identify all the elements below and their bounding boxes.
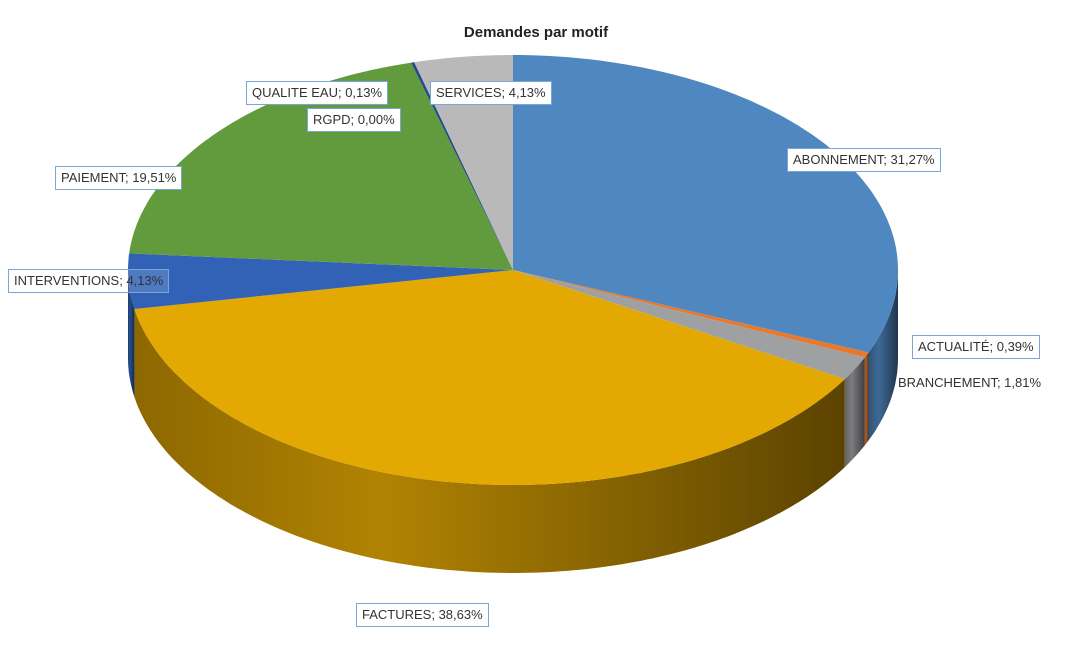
label-branchement: BRANCHEMENT; 1,81% [898,375,1042,390]
label-actualite: ACTUALITÉ; 0,39% [912,335,1040,359]
label-factures: FACTURES; 38,63% [356,603,489,627]
slice-side-branchement [844,357,865,468]
pie-top [128,55,898,485]
slice-side-interventions [128,270,135,397]
slice-side-abonnement [868,270,898,441]
label-qualite-eau: QUALITE EAU; 0,13% [246,81,389,105]
slice-side-factures [134,309,845,573]
label-abonnement: ABONNEMENT; 31,27% [787,148,941,172]
pie-sides [128,270,898,573]
slice-factures [134,270,845,485]
label-interventions: INTERVENTIONS; 4,13% [8,269,170,293]
label-paiement: PAIEMENT; 19,51% [55,166,183,190]
slice-actualit- [513,270,869,358]
slice-abonnement [513,55,898,353]
slice-branchement [513,270,865,380]
label-rgpd: RGPD; 0,00% [307,108,401,132]
slice-services [414,55,513,270]
chart-title: Demandes par motif [463,24,609,41]
slice-qualite-eau [411,62,513,271]
slice-side-actualit- [864,352,869,446]
slice-interventions [128,253,513,309]
slice-paiement [129,62,513,271]
label-services: SERVICES; 4,13% [430,81,552,105]
